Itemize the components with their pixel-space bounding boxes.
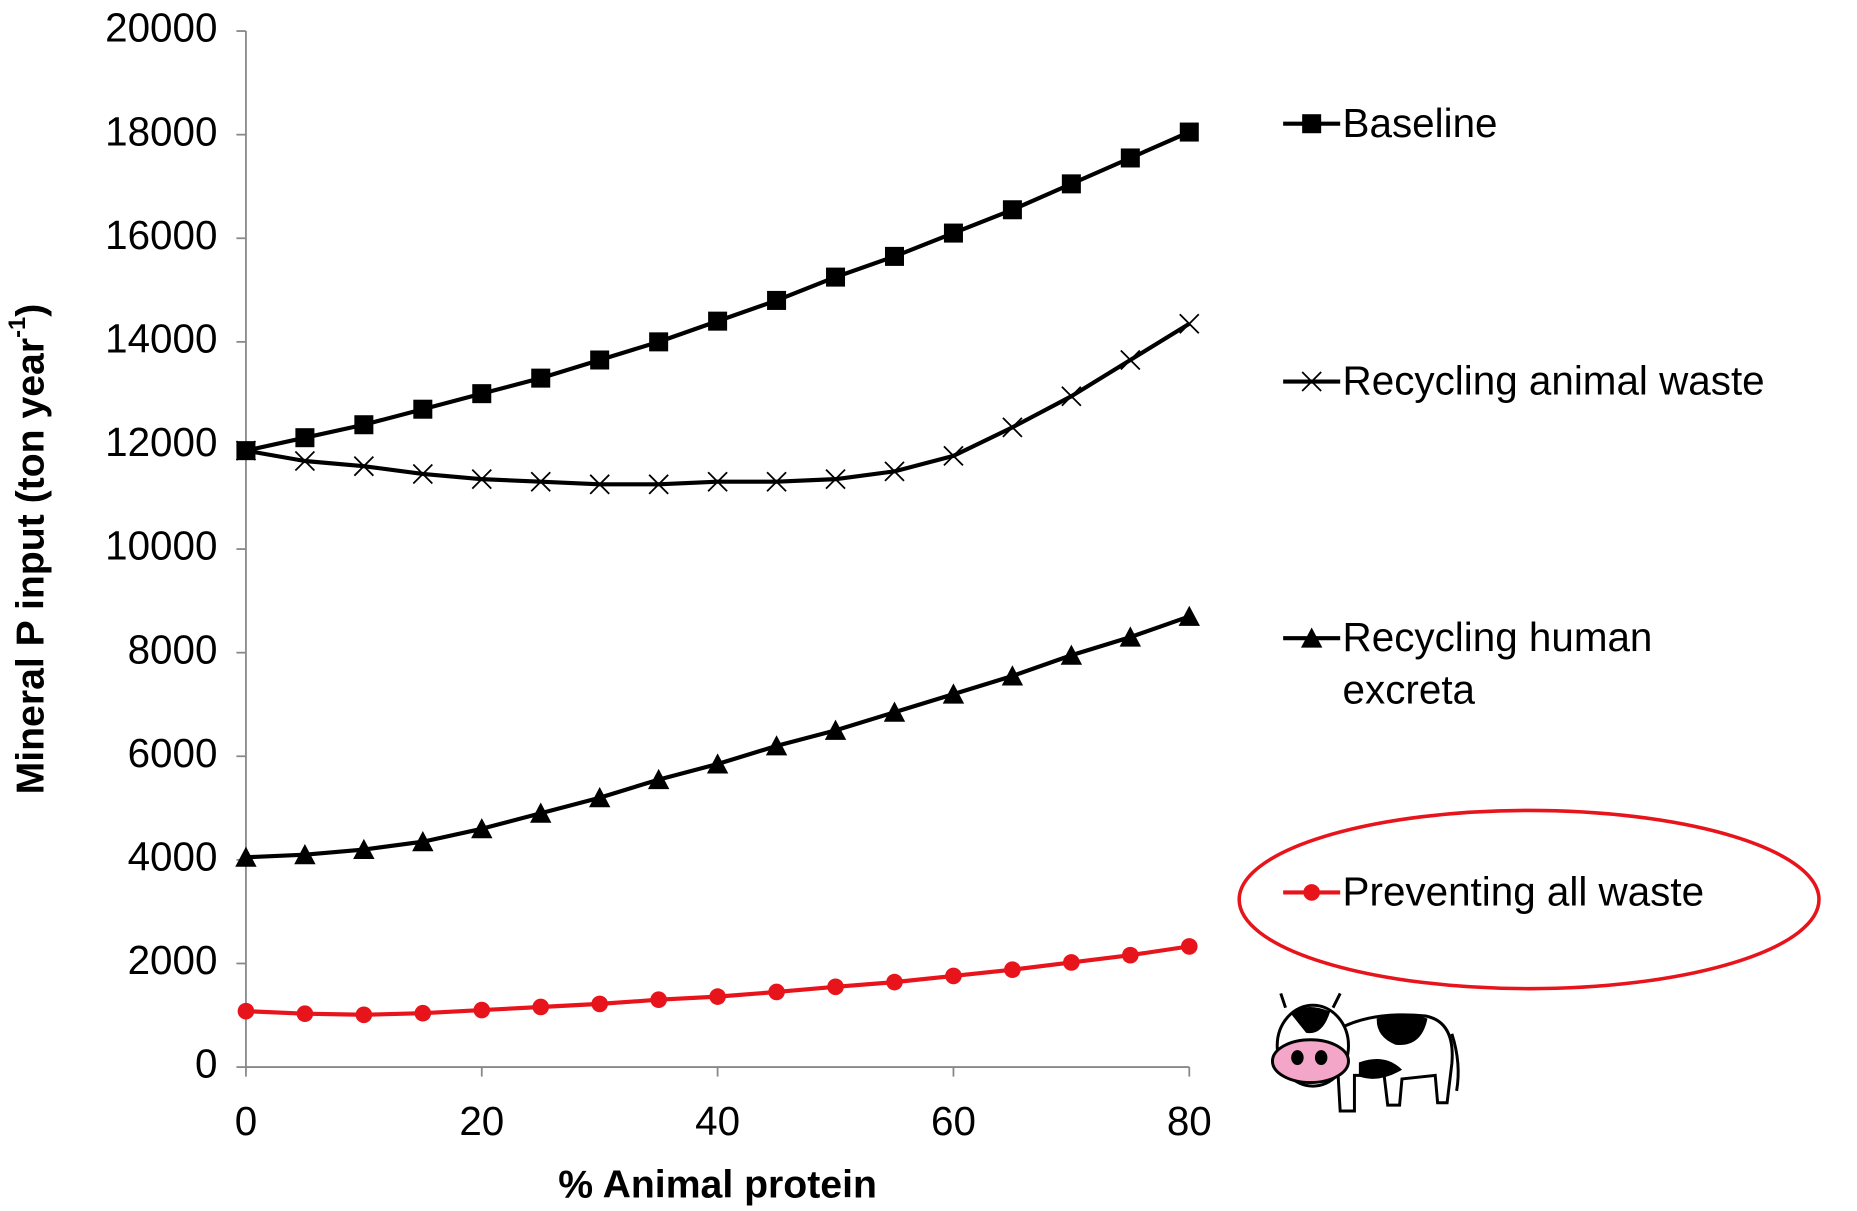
data-point	[1004, 961, 1021, 978]
data-point	[1180, 314, 1199, 333]
y-tick-label: 12000	[105, 419, 217, 465]
data-point	[944, 224, 963, 243]
legend-marker	[1303, 884, 1320, 901]
data-point	[473, 1002, 490, 1019]
data-point	[414, 1005, 431, 1022]
data-point	[885, 247, 904, 266]
data-point	[767, 291, 786, 310]
data-point	[708, 312, 727, 331]
page: {"chart_data": { "type": "line", "x_labe…	[0, 0, 1857, 1211]
data-point	[1062, 387, 1081, 406]
series-line	[246, 616, 1189, 857]
legend-label-box: Recycling animal waste	[1343, 355, 1854, 474]
y-tick-label: 14000	[105, 316, 217, 362]
chart: % Animal protein Mineral P input (ton ye…	[0, 0, 1857, 1211]
data-point	[297, 1005, 314, 1022]
cow-illustration	[1272, 993, 1458, 1111]
data-point	[1121, 148, 1140, 167]
x-tick-label: 80	[1167, 1098, 1212, 1144]
data-point	[295, 428, 314, 447]
data-point	[532, 999, 549, 1016]
x-tick-label: 60	[931, 1098, 976, 1144]
legend-label-box: Recycling human excreta	[1343, 612, 1854, 731]
data-point	[768, 984, 785, 1001]
x-tick-label: 40	[695, 1098, 740, 1144]
data-point	[650, 991, 667, 1008]
series-line	[246, 132, 1189, 451]
data-point	[1003, 200, 1022, 219]
data-point	[649, 332, 668, 351]
y-tick-label: 16000	[105, 212, 217, 258]
x-tick-label: 20	[459, 1098, 504, 1144]
series-line	[246, 324, 1189, 485]
data-point	[886, 974, 903, 991]
y-tick-label: 4000	[128, 834, 218, 880]
x-tick-label: 0	[235, 1098, 257, 1144]
y-axis-title-text: Mineral P input (ton year	[10, 338, 53, 795]
data-point	[472, 384, 491, 403]
data-point	[1181, 938, 1198, 955]
y-tick-label: 8000	[128, 626, 218, 672]
legend-label: Baseline	[1343, 98, 1854, 150]
legend-label: Preventing all waste	[1343, 866, 1854, 918]
legend-label-box: Baseline	[1343, 98, 1854, 217]
data-point	[354, 415, 373, 434]
y-tick-label: 18000	[105, 108, 217, 154]
data-point	[1180, 123, 1199, 142]
y-tick-label: 20000	[105, 5, 217, 51]
data-point	[1179, 606, 1200, 626]
data-point	[590, 350, 609, 369]
y-axis-title-suffix: )	[10, 304, 53, 317]
legend-label-box: Preventing all waste	[1343, 866, 1854, 985]
data-point	[827, 978, 844, 995]
data-point	[1121, 350, 1140, 369]
data-point	[356, 1006, 373, 1023]
y-axis-title: Mineral P input (ton year-1)	[4, 304, 52, 795]
x-axis-title: % Animal protein	[558, 1163, 877, 1206]
data-point	[1063, 954, 1080, 971]
data-point	[591, 996, 608, 1013]
data-point	[238, 1003, 255, 1020]
y-axis-title-superscript: -1	[4, 317, 31, 338]
legend-label: Recycling human excreta	[1343, 612, 1735, 717]
data-point	[1003, 418, 1022, 437]
data-point	[413, 400, 432, 419]
y-tick-label: 0	[195, 1041, 217, 1087]
y-tick-label: 2000	[128, 937, 218, 983]
y-tick-label: 10000	[105, 523, 217, 569]
data-point	[531, 369, 550, 388]
data-point	[1062, 174, 1081, 193]
data-point	[1122, 947, 1139, 964]
data-point	[709, 988, 726, 1005]
data-point	[945, 968, 962, 985]
data-point	[826, 268, 845, 287]
legend-label: Recycling animal waste	[1343, 355, 1854, 407]
y-tick-label: 6000	[128, 730, 218, 776]
legend-marker	[1302, 114, 1321, 133]
